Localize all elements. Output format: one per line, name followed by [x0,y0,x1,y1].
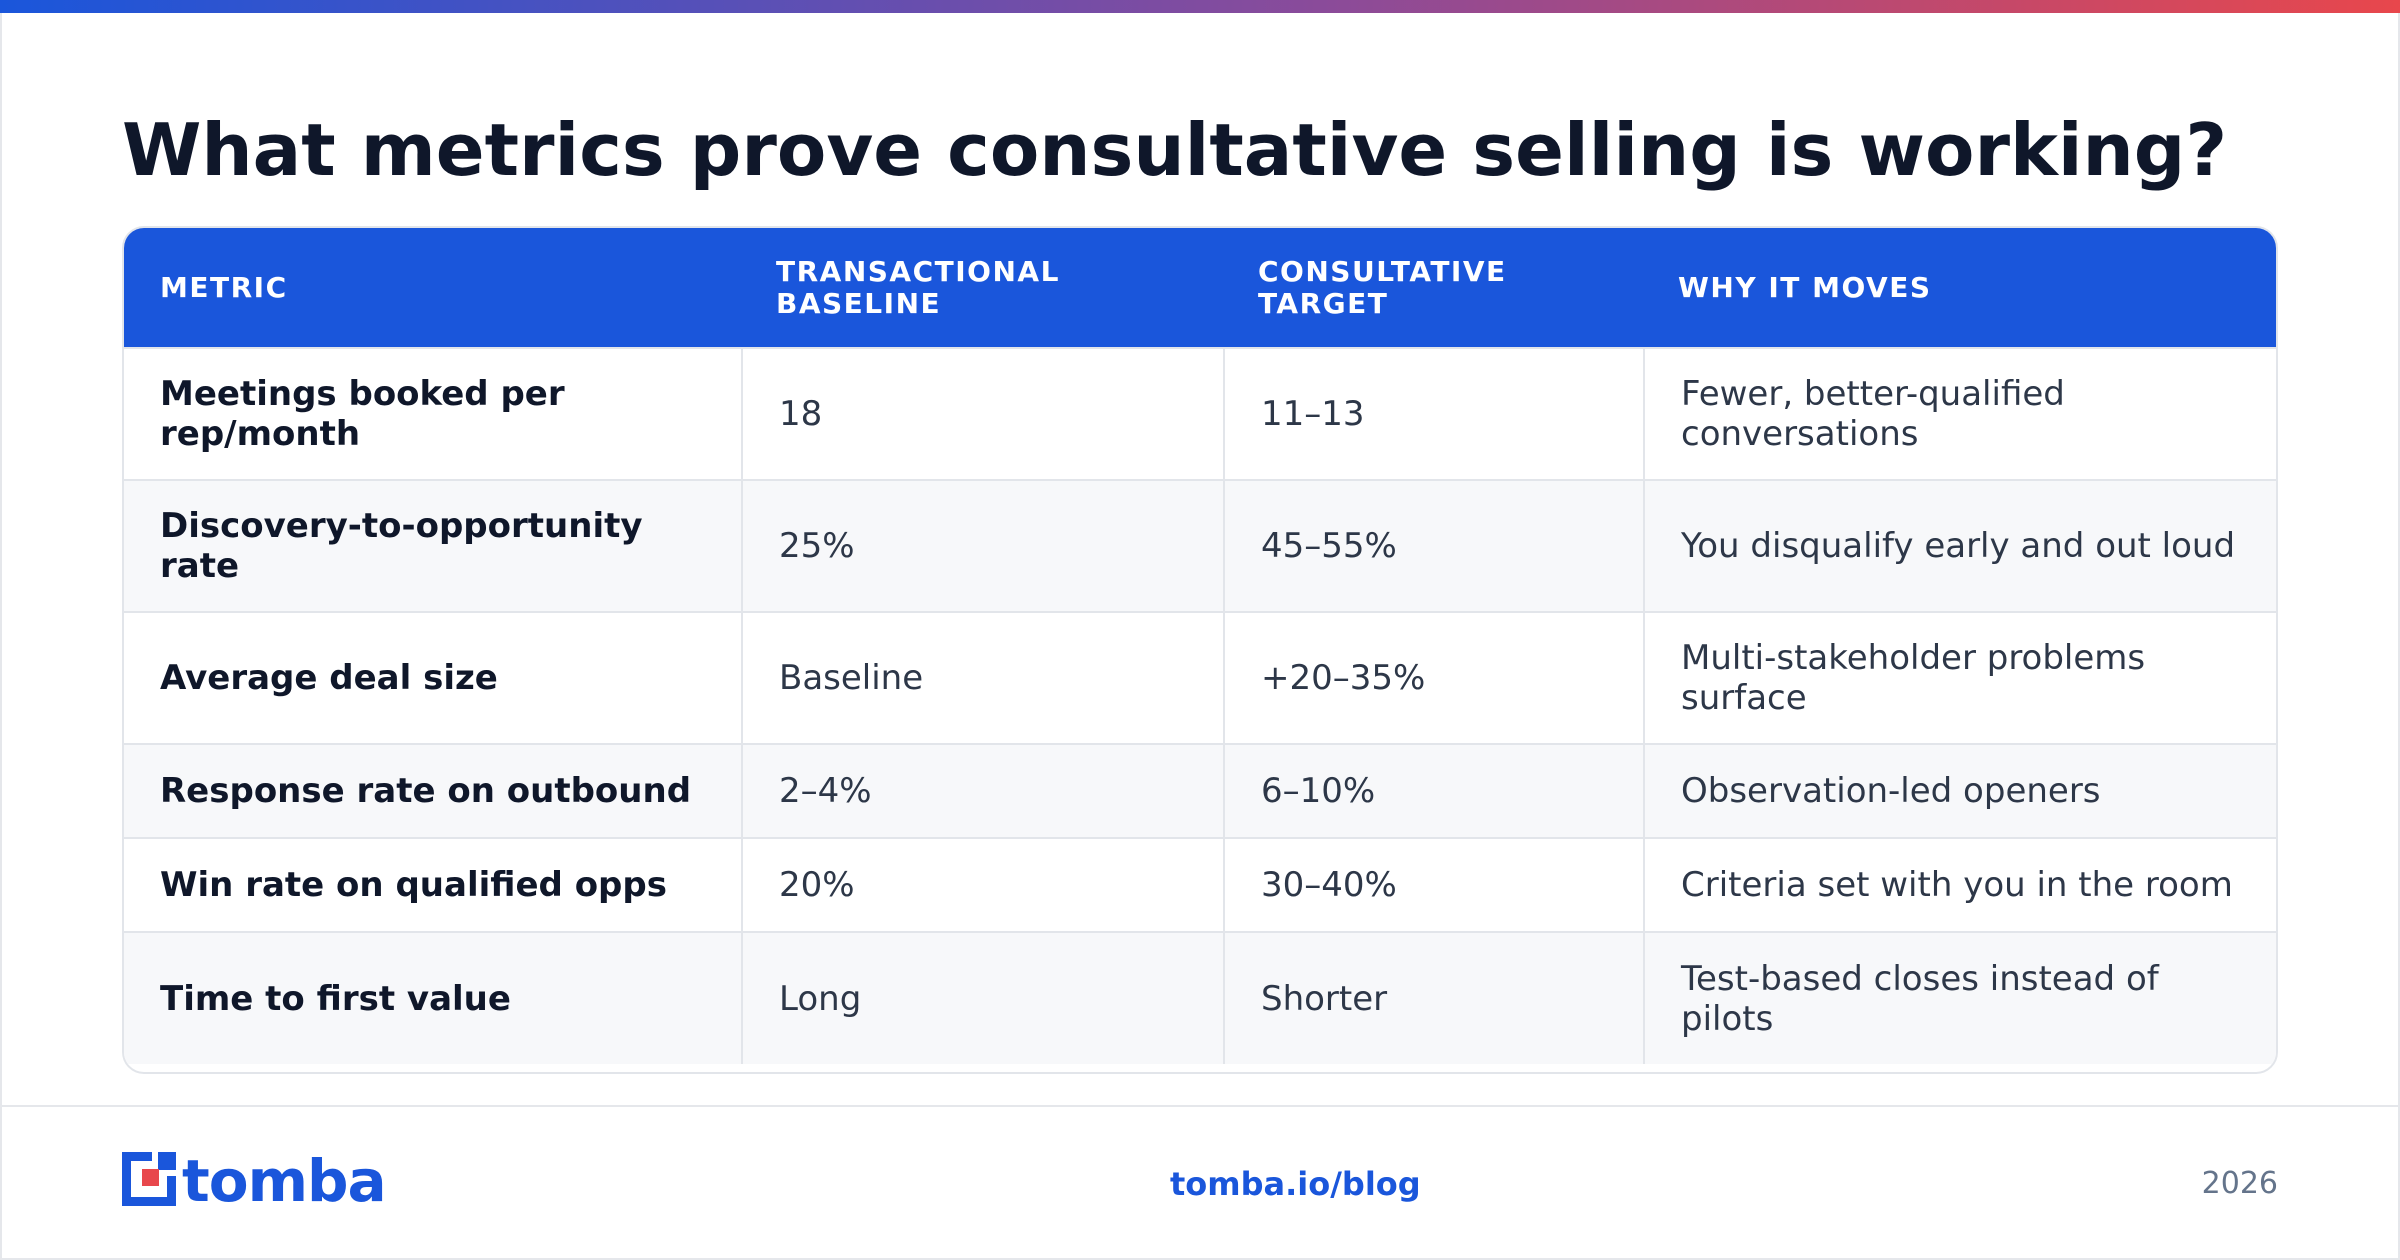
metric-cell: Time to first value [124,931,742,1064]
target-cell: 11–13 [1223,347,1644,480]
reason-cell: Observation-led openers [1643,743,2276,838]
metrics-table: METRIC TRANSACTIONAL BASELINE CONSULTATI… [122,226,2278,1074]
baseline-cell: 20% [741,837,1224,932]
baseline-cell: 2–4% [741,743,1224,838]
table-row: Win rate on qualified opps 20% 30–40% Cr… [124,837,2276,932]
baseline-cell: 25% [741,479,1224,612]
table-row: Discovery-to-opportunity rate 25% 45–55%… [124,479,2276,612]
tomba-logo-icon [122,1152,176,1210]
tomba-logo[interactable]: tomba [122,1147,387,1215]
target-cell: 6–10% [1223,743,1644,838]
metric-cell: Discovery-to-opportunity rate [124,479,742,612]
target-cell: +20–35% [1223,611,1644,744]
baseline-cell: Long [741,931,1224,1064]
baseline-cell: Baseline [741,611,1224,744]
metric-cell: Win rate on qualified opps [124,837,742,932]
table-header-row: METRIC TRANSACTIONAL BASELINE CONSULTATI… [124,228,2276,348]
target-cell: Shorter [1223,931,1644,1064]
table-row: Average deal size Baseline +20–35% Multi… [124,611,2276,744]
logo-wordmark: tomba [182,1147,387,1215]
baseline-cell: 18 [741,347,1224,480]
header-why-it-moves: WHY IT MOVES [1678,270,1932,304]
reason-cell: Test-based closes instead of pilots [1643,931,2276,1064]
reason-cell: You disqualify early and out loud [1643,479,2276,612]
blog-link[interactable]: tomba.io/blog [1170,1165,1421,1203]
reason-cell: Fewer, better-qualified conversations [1643,347,2276,480]
header-metric: METRIC [160,270,288,304]
reason-cell: Criteria set with you in the room [1643,837,2276,932]
table-row: Meetings booked per rep/month 18 11–13 F… [124,347,2276,480]
header-consultative-target: CONSULTATIVE TARGET [1258,254,1507,320]
page-title: What metrics prove consultative selling … [122,108,2228,192]
target-cell: 30–40% [1223,837,1644,932]
footer-divider [0,1105,2400,1107]
reason-cell: Multi-stakeholder problems surface [1643,611,2276,744]
metric-cell: Average deal size [124,611,742,744]
table-row: Time to first value Long Shorter Test-ba… [124,931,2276,1064]
metric-cell: Response rate on outbound [124,743,742,838]
gradient-accent-bar [0,0,2400,13]
metric-cell: Meetings booked per rep/month [124,347,742,480]
target-cell: 45–55% [1223,479,1644,612]
table-row: Response rate on outbound 2–4% 6–10% Obs… [124,743,2276,838]
footer-year: 2026 [2201,1166,2278,1201]
header-transactional-baseline: TRANSACTIONAL BASELINE [776,254,1060,320]
